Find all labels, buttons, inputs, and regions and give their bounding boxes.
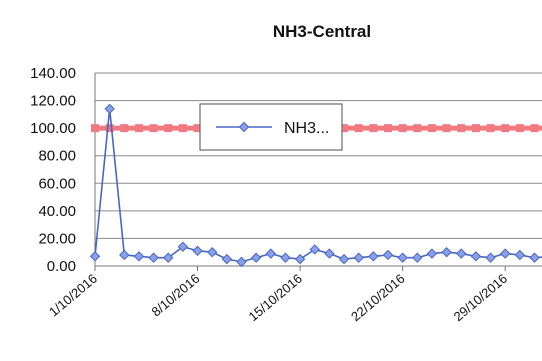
y-tick-label: 120.00 <box>30 93 76 110</box>
diamond-marker <box>250 252 262 263</box>
square-marker <box>134 124 143 133</box>
square-marker <box>340 124 349 133</box>
diamond-marker <box>177 241 189 252</box>
diamond-marker <box>104 103 115 115</box>
diamond-marker <box>529 252 540 263</box>
grid <box>95 72 542 267</box>
diamond-marker <box>236 256 247 268</box>
diamond-marker <box>382 249 394 261</box>
square-marker <box>354 124 363 133</box>
square-marker <box>471 124 480 133</box>
square-marker <box>530 124 539 133</box>
x-tick-label: 15/10/2016 <box>246 271 305 324</box>
diamond-marker <box>338 253 350 265</box>
x-tick-label: 8/10/2016 <box>149 271 203 320</box>
diamond-marker <box>485 252 496 263</box>
y-tick-label: 80.00 <box>38 148 76 165</box>
diamond-marker <box>324 248 335 259</box>
diamond-marker <box>441 247 452 258</box>
y-tick-label: 0.00 <box>47 258 76 275</box>
square-marker <box>105 124 114 133</box>
diamond-marker <box>470 251 482 262</box>
diamond-marker <box>499 248 511 259</box>
diamond-marker <box>221 253 233 265</box>
square-marker <box>427 124 436 133</box>
diamond-marker <box>456 248 467 259</box>
axes <box>94 73 542 267</box>
square-marker <box>120 124 129 133</box>
x-tick-labels: 1/10/2016 8/10/2016 15/10/2016 22/10/2016 29… <box>46 266 510 324</box>
diamond-marker <box>309 244 320 255</box>
diamond-marker <box>148 252 159 263</box>
diamond-marker <box>265 248 277 259</box>
square-marker <box>149 124 158 133</box>
diamond-marker <box>294 253 306 265</box>
y-tick-labels: 0.00 20.00 40.00 60.00 80.00 100.00 120.00 140.… <box>30 65 76 275</box>
square-marker <box>515 124 524 133</box>
series-nh3 <box>89 103 542 268</box>
square-marker <box>457 124 466 133</box>
y-tick-label: 20.00 <box>38 230 76 247</box>
diamond-marker <box>192 245 203 257</box>
square-marker <box>486 124 495 133</box>
y-tick-label: 140.00 <box>30 65 76 82</box>
y-tick-label: 60.00 <box>38 175 76 192</box>
chart-title: NH3-Central <box>273 22 371 41</box>
x-tick-label: 29/10/2016 <box>451 271 510 324</box>
diamond-marker <box>353 252 364 263</box>
square-marker <box>369 124 378 133</box>
square-marker <box>178 124 187 133</box>
square-marker <box>384 124 392 133</box>
square-marker <box>442 124 451 133</box>
diamond-marker <box>163 252 174 263</box>
square-marker <box>91 124 99 133</box>
square-marker <box>164 124 173 133</box>
square-marker <box>413 124 422 133</box>
y-tick-label: 40.00 <box>38 203 76 220</box>
diamond-marker <box>426 248 438 259</box>
square-marker <box>398 124 407 133</box>
y-tick-label: 100.00 <box>30 120 76 137</box>
diamond-marker <box>280 252 291 263</box>
legend: NH3... <box>199 103 343 151</box>
diamond-marker <box>368 251 379 262</box>
diamond-marker <box>514 249 526 261</box>
legend-label: NH3... <box>284 120 329 137</box>
diamond-marker <box>412 252 423 263</box>
diamond-marker <box>397 252 408 263</box>
x-tick-label: 22/10/2016 <box>348 271 407 324</box>
diamond-marker <box>133 251 145 262</box>
diamond-marker <box>89 251 101 262</box>
square-marker <box>193 124 202 133</box>
square-marker <box>501 124 510 133</box>
x-tick-label: 1/10/2016 <box>46 271 100 320</box>
diamond-marker <box>119 249 130 261</box>
legend-marker <box>238 121 250 133</box>
diamond-marker <box>206 247 218 258</box>
